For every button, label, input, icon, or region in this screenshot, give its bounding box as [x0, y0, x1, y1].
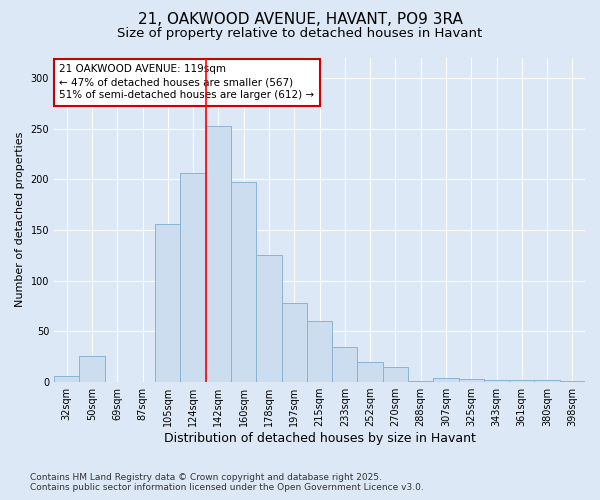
Y-axis label: Number of detached properties: Number of detached properties	[15, 132, 25, 308]
Bar	[155, 224, 181, 382]
Text: Size of property relative to detached houses in Havant: Size of property relative to detached ho…	[118, 28, 482, 40]
Bar	[54, 376, 79, 382]
Bar	[307, 321, 332, 382]
Bar	[484, 380, 509, 382]
Text: 21 OAKWOOD AVENUE: 119sqm
← 47% of detached houses are smaller (567)
51% of semi: 21 OAKWOOD AVENUE: 119sqm ← 47% of detac…	[59, 64, 314, 100]
Bar	[281, 303, 307, 382]
Bar	[358, 362, 383, 382]
Bar	[383, 367, 408, 382]
Bar	[509, 380, 535, 382]
Bar	[458, 379, 484, 382]
Bar	[332, 346, 358, 382]
Bar	[256, 256, 281, 382]
Bar	[433, 378, 458, 382]
Text: Contains HM Land Registry data © Crown copyright and database right 2025.
Contai: Contains HM Land Registry data © Crown c…	[30, 473, 424, 492]
Bar	[181, 173, 206, 382]
Bar	[79, 356, 104, 382]
Bar	[408, 381, 433, 382]
Text: 21, OAKWOOD AVENUE, HAVANT, PO9 3RA: 21, OAKWOOD AVENUE, HAVANT, PO9 3RA	[137, 12, 463, 28]
Bar	[206, 126, 231, 382]
Bar	[231, 182, 256, 382]
X-axis label: Distribution of detached houses by size in Havant: Distribution of detached houses by size …	[164, 432, 475, 445]
Bar	[560, 381, 585, 382]
Bar	[535, 380, 560, 382]
